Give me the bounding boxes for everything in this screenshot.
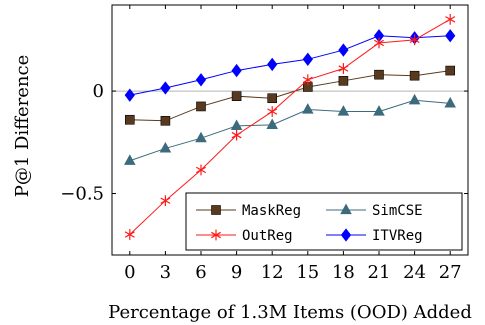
data-point — [445, 65, 456, 76]
x-tick-label: 27 — [439, 262, 462, 283]
y-tick-label: −0.5 — [60, 184, 104, 205]
x-tick-label: 9 — [231, 262, 242, 283]
data-point — [444, 96, 456, 108]
data-point — [196, 164, 206, 176]
legend-swatch-marker — [340, 228, 352, 242]
data-point — [231, 63, 242, 78]
legend-item-simcse: SimCSE — [326, 203, 423, 219]
x-tick-label: 24 — [403, 262, 426, 283]
data-point — [445, 29, 456, 43]
data-point — [160, 115, 171, 126]
data-point — [409, 70, 420, 81]
data-point — [374, 37, 384, 49]
data-point — [409, 34, 420, 46]
y-axis-label: P@1 Difference — [12, 55, 33, 198]
data-point — [338, 43, 349, 57]
series-line — [129, 18, 451, 235]
y-tick-label: 0 — [93, 81, 104, 102]
legend-item-maskreg: MaskReg — [196, 203, 301, 219]
legend-box — [185, 192, 463, 251]
data-point — [231, 91, 242, 101]
series-simcse — [124, 93, 456, 165]
series-itvreg — [124, 29, 456, 102]
data-point — [266, 118, 278, 129]
x-tick-label: 0 — [124, 262, 135, 283]
x-tick-label: 3 — [160, 262, 171, 283]
legend-item-outreg: OutReg — [196, 228, 293, 244]
data-point — [124, 154, 136, 165]
data-point — [267, 93, 278, 104]
data-point — [302, 103, 314, 114]
data-point — [160, 195, 171, 207]
data-point — [267, 57, 278, 72]
data-point — [408, 93, 421, 105]
legend-label: OutReg — [242, 228, 293, 244]
x-tick-label: 15 — [296, 262, 319, 283]
data-point — [196, 101, 206, 112]
legend-swatch-marker — [211, 229, 221, 241]
data-point — [445, 13, 456, 25]
series-line — [129, 35, 451, 96]
legend-item-itvreg: ITVReg — [326, 228, 423, 244]
series-line — [129, 70, 451, 122]
x-axis-label: Percentage of 1.3M Items (OOD) Added — [108, 302, 472, 323]
series-line — [129, 99, 451, 162]
data-point — [124, 88, 135, 102]
legend-swatch-marker — [211, 205, 221, 215]
legend-swatch-marker — [340, 203, 352, 215]
legend-label: ITVReg — [372, 228, 423, 244]
x-tick-label: 18 — [332, 262, 355, 283]
data-point — [302, 52, 313, 66]
data-point — [337, 105, 350, 116]
data-point — [373, 105, 385, 116]
data-point — [231, 129, 242, 141]
series-outreg — [124, 13, 456, 240]
legend-label: SimCSE — [372, 203, 423, 219]
data-point — [302, 74, 313, 86]
x-tick-label: 21 — [368, 262, 391, 283]
data-point — [195, 131, 207, 143]
x-tick-label: 6 — [195, 262, 206, 283]
legend-label: MaskReg — [242, 203, 301, 219]
data-point — [159, 142, 172, 153]
data-point — [125, 114, 135, 125]
data-point — [195, 73, 207, 87]
data-point — [124, 229, 135, 240]
data-point — [338, 76, 349, 86]
x-tick-label: 12 — [261, 262, 284, 283]
data-point — [230, 119, 243, 131]
series-maskreg — [125, 65, 456, 126]
data-point — [267, 106, 278, 117]
data-point — [338, 63, 349, 74]
data-point — [160, 81, 171, 95]
data-point — [374, 69, 384, 80]
plot-frame — [111, 4, 469, 256]
legend: MaskReg SimCSE OutReg ITVReg — [185, 192, 463, 251]
